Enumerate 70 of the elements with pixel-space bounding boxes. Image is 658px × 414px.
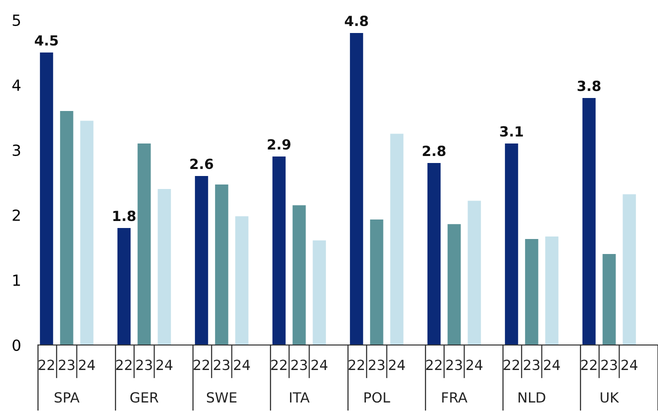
bar (194, 176, 208, 345)
text: 24 (156, 360, 172, 370)
bar (350, 33, 364, 345)
bar (390, 134, 404, 345)
text: 23 (58, 360, 74, 370)
text: 23 (214, 360, 230, 370)
text: 22 (271, 360, 286, 370)
text: 24 (234, 360, 250, 370)
text: 22 (348, 360, 364, 370)
bar (468, 200, 481, 345)
x-tick-label: FRA (442, 392, 468, 402)
text: 24 (466, 360, 482, 370)
x-tick-label: UK (600, 392, 620, 403)
text: 23 (601, 360, 617, 370)
y-tick-label: 3 (12, 144, 20, 156)
bar (80, 120, 94, 345)
text: 24 (312, 360, 328, 370)
text: 22 (426, 360, 442, 370)
bar (138, 144, 151, 345)
x-tick-label: POL (364, 392, 390, 403)
bar (158, 189, 171, 345)
x-tick-label: SPA (54, 392, 80, 403)
x-tick-label: NLD (518, 392, 546, 402)
bar (602, 254, 616, 345)
text: 23 (136, 360, 152, 370)
bar (215, 184, 228, 345)
bar (235, 216, 248, 345)
bar (622, 194, 636, 345)
bar (40, 52, 54, 345)
data-label: 4.8 (344, 16, 368, 26)
bar (504, 144, 518, 345)
y-tick-label: 0 (12, 339, 20, 352)
x-tick-label: SWE (206, 392, 236, 403)
data-label: 4.5 (34, 35, 58, 46)
bar (545, 236, 558, 345)
bar (272, 156, 286, 345)
bar (370, 220, 384, 345)
bar (117, 228, 131, 345)
x-tick-label: ITA (290, 392, 310, 402)
text: 22 (581, 360, 596, 370)
bar (582, 98, 596, 345)
data-label: 3.8 (578, 80, 600, 92)
data-label: 1.8 (113, 210, 136, 222)
series-label: 23 (291, 360, 307, 370)
y-tick-label: 2 (12, 209, 20, 221)
text: 23 (368, 360, 384, 370)
text: 24 (389, 360, 405, 370)
bar (292, 205, 306, 345)
bar (427, 163, 441, 345)
bar (448, 224, 461, 345)
text: 24 (622, 360, 638, 370)
text: 22 (38, 360, 54, 370)
bar (525, 239, 538, 345)
y-tick-label: 1 (13, 274, 20, 286)
text: 23 (446, 360, 462, 370)
text: 24 (544, 360, 560, 370)
series-label: 24 (79, 360, 95, 370)
y-tick-label: 5 (12, 14, 20, 26)
text: 22 (194, 360, 209, 370)
y-tick-label: 4 (12, 80, 20, 91)
series-label: 22 (116, 360, 132, 370)
text: 23 (524, 360, 540, 370)
data-label: 2.6 (190, 158, 214, 170)
text: 22 (504, 360, 519, 370)
bar (60, 111, 74, 345)
data-label: 2.8 (422, 146, 446, 156)
data-label: 2.9 (268, 139, 290, 150)
bar (312, 240, 326, 345)
data-label: 3.1 (500, 126, 523, 137)
x-tick-label: GER (130, 392, 158, 403)
